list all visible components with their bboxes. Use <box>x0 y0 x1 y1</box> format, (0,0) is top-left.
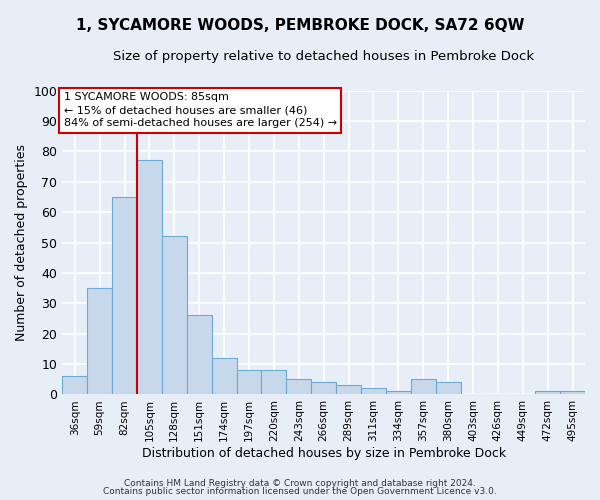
Text: 1, SYCAMORE WOODS, PEMBROKE DOCK, SA72 6QW: 1, SYCAMORE WOODS, PEMBROKE DOCK, SA72 6… <box>76 18 524 32</box>
Bar <box>436 382 461 394</box>
Bar <box>361 388 386 394</box>
Bar <box>187 316 212 394</box>
Bar <box>262 370 286 394</box>
Bar <box>311 382 336 394</box>
Bar <box>87 288 112 395</box>
Bar <box>62 376 87 394</box>
X-axis label: Distribution of detached houses by size in Pembroke Dock: Distribution of detached houses by size … <box>142 447 506 460</box>
Bar <box>336 386 361 394</box>
Bar <box>386 392 411 394</box>
Bar <box>236 370 262 394</box>
Text: Contains public sector information licensed under the Open Government Licence v3: Contains public sector information licen… <box>103 487 497 496</box>
Bar <box>112 197 137 394</box>
Bar <box>411 380 436 394</box>
Bar <box>535 392 560 394</box>
Bar <box>212 358 236 395</box>
Bar <box>286 380 311 394</box>
Bar <box>162 236 187 394</box>
Text: 1 SYCAMORE WOODS: 85sqm
← 15% of detached houses are smaller (46)
84% of semi-de: 1 SYCAMORE WOODS: 85sqm ← 15% of detache… <box>64 92 337 128</box>
Bar <box>560 392 585 394</box>
Y-axis label: Number of detached properties: Number of detached properties <box>15 144 28 341</box>
Text: Contains HM Land Registry data © Crown copyright and database right 2024.: Contains HM Land Registry data © Crown c… <box>124 478 476 488</box>
Title: Size of property relative to detached houses in Pembroke Dock: Size of property relative to detached ho… <box>113 50 534 63</box>
Bar <box>137 160 162 394</box>
